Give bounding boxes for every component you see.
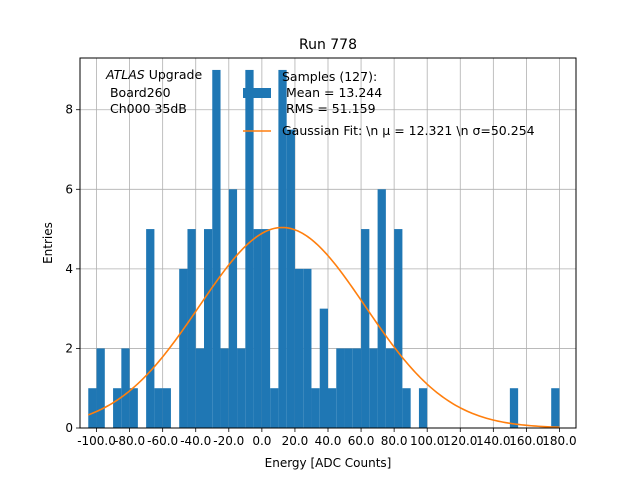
legend-swatch-samples <box>243 88 271 98</box>
x-axis-label: Energy [ADC Counts] <box>265 456 392 470</box>
histogram-bar <box>336 348 345 428</box>
histogram-bar <box>162 388 171 428</box>
histogram-bar <box>195 348 204 428</box>
x-tick-label: 40.0 <box>315 434 342 448</box>
y-tick-label: 8 <box>65 103 73 117</box>
histogram-bar <box>394 229 403 428</box>
histogram-bar <box>385 348 395 428</box>
histogram-bar <box>418 388 428 428</box>
legend-samples-line-3: RMS = 51.159 <box>282 101 376 116</box>
histogram-bar <box>303 268 312 428</box>
x-tick-label: 80.0 <box>381 434 408 448</box>
legend-fit-label: Gaussian Fit: \n μ = 12.321 \n σ=50.254 <box>282 123 535 138</box>
histogram-bar <box>278 69 287 428</box>
histogram-bar <box>352 348 362 428</box>
histogram-bar <box>319 308 328 428</box>
histogram-bar <box>187 229 196 428</box>
y-axis-label: Entries <box>41 222 55 264</box>
x-tick-label: -100.0 <box>77 434 116 448</box>
gaussian-fit-line <box>87 226 560 429</box>
legend: Samples (127): Mean = 13.244 RMS = 51.15… <box>243 69 535 138</box>
histogram-bar <box>245 69 254 428</box>
y-tick-label: 6 <box>65 182 73 196</box>
histogram-bar <box>154 388 163 428</box>
x-tick-label: -60.0 <box>147 434 178 448</box>
annotation-atlas: ATLAS <box>105 67 145 82</box>
annotation-line-3: Ch000 35dB <box>106 101 187 116</box>
histogram-bar <box>88 388 97 428</box>
y-tick-label: 4 <box>65 262 73 276</box>
annotation-line-1: ATLAS Upgrade <box>105 67 202 82</box>
histogram-bar <box>179 268 188 428</box>
histogram-bar <box>113 388 122 428</box>
histogram-bar <box>509 388 519 428</box>
x-tick-label: 0.0 <box>252 434 271 448</box>
histogram-bar <box>328 388 337 428</box>
x-axis-ticks: -100.0-80.0 -60.0 -40.0 -20.0 0.0 20.0 40.0 60.… <box>77 428 577 448</box>
histogram-bar <box>369 348 378 428</box>
histogram-bar <box>129 388 138 428</box>
chart-title: Run 778 <box>299 37 357 53</box>
x-tick-label: -20.0 <box>213 434 244 448</box>
histogram-bar <box>286 129 295 428</box>
histogram-bars <box>88 69 560 428</box>
histogram-bar <box>261 229 271 428</box>
annotation-line-2: Board260 <box>106 85 171 100</box>
y-tick-label: 0 <box>65 421 73 435</box>
x-tick-label: 160.0 <box>509 434 543 448</box>
histogram-bar <box>294 268 304 428</box>
histogram-bar <box>96 348 105 428</box>
x-tick-label: 20.0 <box>282 434 309 448</box>
x-tick-label: 60.0 <box>348 434 375 448</box>
y-tick-label: 2 <box>65 341 73 355</box>
legend-samples-line-2: Mean = 13.244 <box>282 85 382 100</box>
atlas-annotation: ATLAS Upgrade Board260 Ch000 35dB <box>105 67 202 116</box>
gaussian-fit-curve <box>87 226 560 429</box>
histogram-bar <box>204 229 213 428</box>
histogram-bar <box>228 189 238 428</box>
histogram-bar <box>253 229 262 428</box>
histogram-bar <box>220 348 229 428</box>
y-axis-ticks: 0 2 4 6 8 <box>65 103 80 435</box>
x-tick-label: 140.0 <box>476 434 510 448</box>
histogram-bar <box>344 348 353 428</box>
x-tick-label: -40.0 <box>180 434 211 448</box>
histogram-bar <box>237 348 246 428</box>
x-tick-label: 120.0 <box>443 434 477 448</box>
histogram-bar <box>361 229 370 428</box>
annotation-upgrade: Upgrade <box>145 67 203 82</box>
legend-samples-line-1: Samples (127): <box>282 69 377 84</box>
x-tick-label: 180.0 <box>542 434 576 448</box>
histogram-bar <box>270 388 279 428</box>
histogram-bar <box>551 388 560 428</box>
histogram-bar <box>146 229 155 428</box>
histogram-bar <box>402 388 411 428</box>
histogram-bar <box>311 388 320 428</box>
histogram-bar <box>212 69 221 428</box>
histogram-bar <box>377 189 386 428</box>
x-tick-label: -80.0 <box>114 434 145 448</box>
x-tick-label: 100.0 <box>410 434 444 448</box>
histogram-bar <box>121 348 130 428</box>
